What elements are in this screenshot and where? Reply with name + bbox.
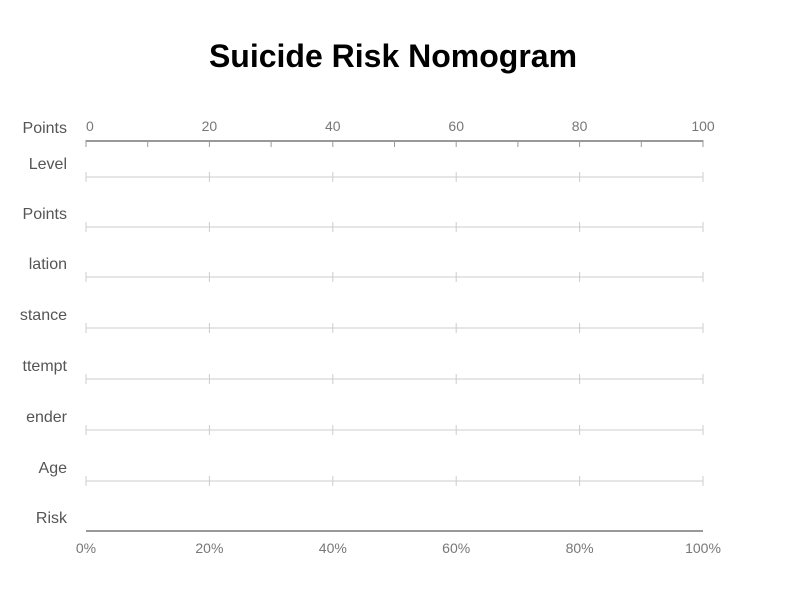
risk-tick-label-4: 80% bbox=[566, 540, 594, 556]
row-label-2: Points bbox=[23, 206, 67, 223]
risk-tick-label-3: 60% bbox=[442, 540, 470, 556]
row-label-3: lation bbox=[29, 256, 67, 273]
points-tick-label-3: 60 bbox=[448, 118, 464, 134]
row-label-5: ttempt bbox=[23, 358, 68, 375]
row-label-4: stance bbox=[20, 307, 67, 324]
risk-tick-label-5: 100% bbox=[685, 540, 721, 556]
row-label-0: Points bbox=[23, 120, 67, 137]
chart-title: Suicide Risk Nomogram bbox=[208, 38, 578, 74]
points-tick-label-4: 80 bbox=[572, 118, 588, 134]
risk-tick-label-0: 0% bbox=[76, 540, 96, 556]
points-tick-label-0: 0 bbox=[86, 118, 94, 134]
row-label-1: Level bbox=[29, 156, 67, 173]
row-label-8: Risk bbox=[36, 510, 68, 527]
row-label-6: ender bbox=[26, 409, 68, 426]
points-tick-label-2: 40 bbox=[325, 118, 341, 134]
risk-tick-label-2: 40% bbox=[319, 540, 347, 556]
row-label-7: Age bbox=[39, 460, 68, 477]
points-tick-label-5: 100 bbox=[691, 118, 715, 134]
risk-tick-label-1: 20% bbox=[195, 540, 223, 556]
points-tick-label-1: 20 bbox=[202, 118, 218, 134]
